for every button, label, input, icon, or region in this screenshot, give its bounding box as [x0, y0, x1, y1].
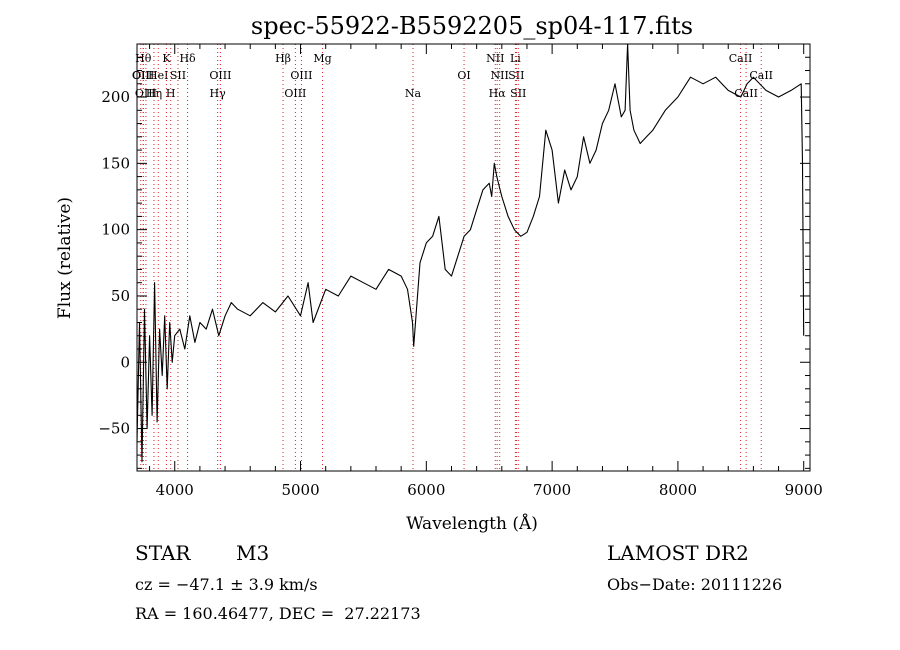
line-marker-label-6: K	[162, 52, 171, 65]
line-marker-label-0: OII	[132, 69, 150, 82]
line-marker-label-4: Hη	[146, 87, 162, 100]
line-marker-label-13: OIII	[284, 87, 306, 100]
x-tick-label-3: 7000	[533, 481, 571, 499]
line-marker-label-17: OI	[457, 69, 470, 82]
x-tick-label-4: 8000	[659, 481, 697, 499]
line-markers: OIIHθOIIIOIIIHηHeIKHSIIHδHγOIIIHβOIIIOII…	[132, 44, 773, 471]
y-tick-label-0: −50	[98, 420, 130, 438]
y-axis-label: Flux (relative)	[55, 197, 75, 319]
line-marker-label-14: OIII	[290, 69, 312, 82]
spectrum-series	[136, 43, 805, 463]
y-tick-label-5: 200	[101, 88, 130, 106]
axis-ticks: 4000 5000 6000 7000 8000 9000 −50 0 50 100 150 200	[98, 44, 823, 499]
line-marker-label-24: CaII	[729, 52, 753, 65]
line-marker-label-8: SII	[170, 69, 186, 82]
sky-coordinates: RA = 160.46477, DEC = 27.22173	[135, 604, 421, 623]
chart-title: spec-55922-B5592205_sp04-117.fits	[251, 12, 693, 40]
plot-frame	[136, 43, 811, 472]
x-tick-label-2: 6000	[407, 481, 445, 499]
x-tick-label-1: 5000	[281, 481, 319, 499]
line-marker-label-16: Na	[405, 87, 422, 100]
line-marker-label-2: OIII	[132, 69, 154, 82]
redshift-value: cz = −47.1 ± 3.9 km/s	[135, 575, 318, 594]
line-marker-label-5: HeI	[148, 69, 168, 82]
survey-name: LAMOST DR2	[607, 541, 749, 565]
line-marker-label-18: NII	[486, 52, 504, 65]
object-type: STAR	[135, 541, 191, 565]
line-marker-label-10: Hγ	[210, 87, 227, 100]
observation-date: Obs−Date: 20111226	[607, 575, 783, 594]
line-marker-label-20: NII	[491, 69, 509, 82]
line-marker-label-7: H	[166, 87, 176, 100]
y-tick-label-3: 100	[101, 221, 130, 239]
line-marker-label-9: Hδ	[179, 52, 196, 65]
y-tick-label-4: 150	[101, 154, 130, 172]
line-marker-label-23: Li	[510, 52, 521, 65]
line-marker-label-1: Hθ	[135, 52, 152, 65]
line-marker-label-11: OIII	[209, 69, 231, 82]
line-marker-label-25: CaII	[734, 87, 758, 100]
line-marker-label-26: CaII	[749, 69, 773, 82]
object-subclass: M3	[236, 541, 270, 565]
y-tick-label-2: 50	[111, 287, 130, 305]
line-marker-label-21: SII	[508, 69, 524, 82]
line-marker-label-12: Hβ	[275, 52, 291, 65]
y-tick-label-1: 0	[120, 353, 130, 371]
x-axis-label: Wavelength (Å)	[406, 513, 538, 534]
line-marker-label-19: Hα	[489, 87, 507, 100]
spectrum-line-0	[136, 43, 805, 463]
line-marker-label-15: Mg	[313, 52, 331, 65]
x-tick-label-0: 4000	[156, 481, 194, 499]
line-marker-label-22: SII	[510, 87, 526, 100]
x-tick-label-5: 9000	[785, 481, 823, 499]
